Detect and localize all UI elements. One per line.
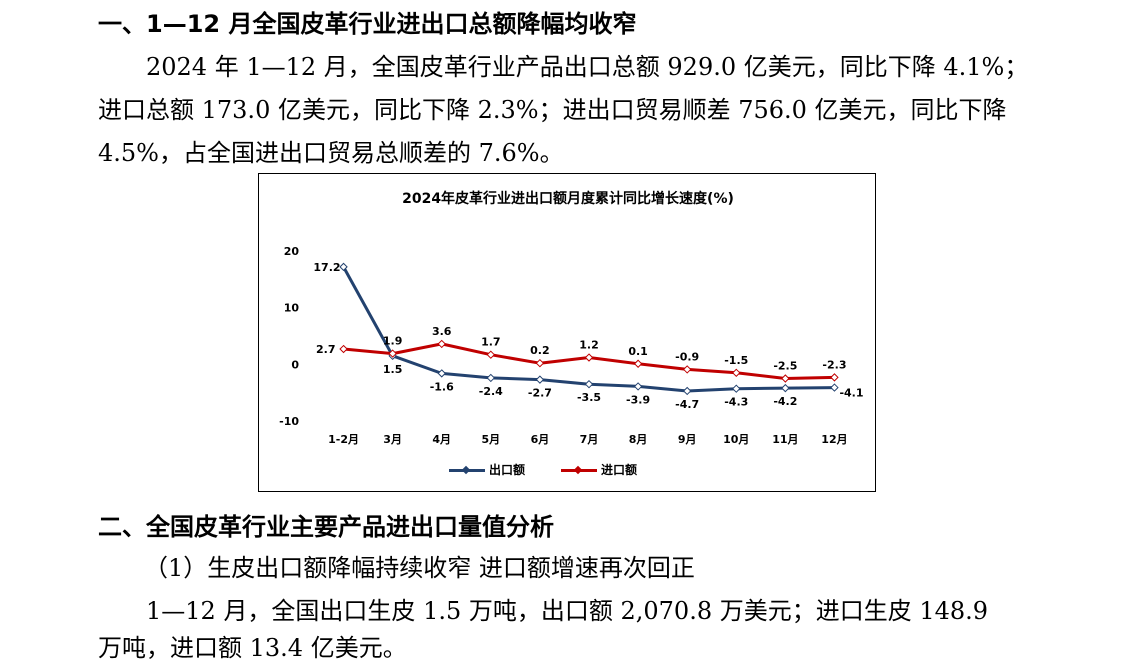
series-marker-1-4 xyxy=(535,358,545,368)
y-tick-label-0: 20 xyxy=(284,245,300,258)
data-label-import-8: -1.5 xyxy=(724,354,748,367)
y-tick-label-2: 0 xyxy=(291,358,299,371)
x-tick-label-4: 6月 xyxy=(531,433,550,446)
chart-title: 2024年皮革行业进出口额月度累计同比增长速度(%) xyxy=(402,191,734,207)
section1-paragraph-line-3: 4.5%，占全国进出口贸易总顺差的 7.6%。 xyxy=(98,139,564,167)
x-tick-label-6: 8月 xyxy=(629,433,648,446)
series-line-0 xyxy=(342,266,835,393)
x-tick-label-1: 3月 xyxy=(383,433,402,446)
legend-item-export: 出口额 xyxy=(449,461,525,478)
data-label-import-10: -2.3 xyxy=(822,358,846,371)
data-label-export-4: -2.7 xyxy=(528,387,552,400)
data-label-export-8: -4.3 xyxy=(724,396,748,409)
x-tick-label-2: 4月 xyxy=(432,433,451,446)
data-label-import-1: 1.9 xyxy=(383,335,403,348)
section2-paragraph-line-2: 万吨，进口额 13.4 亿美元。 xyxy=(98,634,407,662)
data-label-import-5: 1.2 xyxy=(579,339,599,352)
x-tick-label-7: 9月 xyxy=(678,433,697,446)
x-tick-label-9: 11月 xyxy=(772,433,798,446)
series-marker-1-2 xyxy=(437,339,446,349)
data-label-import-2: 3.6 xyxy=(432,325,452,338)
series-marker-1-10 xyxy=(830,373,839,382)
series-marker-1-8 xyxy=(732,368,741,378)
series-marker-0-3 xyxy=(486,373,496,383)
series-marker-0-2 xyxy=(437,369,446,378)
series-marker-1-5 xyxy=(584,353,594,362)
data-label-export-1: 1.5 xyxy=(383,363,403,376)
x-tick-label-8: 10月 xyxy=(723,433,749,446)
chart-container: 2024年皮革行业进出口额月度累计同比增长速度(%) 20 10 0 -10 1-2月 3… xyxy=(258,173,876,492)
legend-label-export: 出口额 xyxy=(489,463,526,477)
x-tick-label-3: 5月 xyxy=(481,433,500,446)
x-tick-label-5: 7月 xyxy=(580,433,599,446)
data-label-import-7: -0.9 xyxy=(675,350,699,363)
data-label-export-10: -4.1 xyxy=(839,387,863,400)
section1-heading: 一、1—12 月全国皮革行业进出口总额降幅均收窄 xyxy=(98,10,637,38)
data-label-export-2: -1.6 xyxy=(430,380,454,393)
chart-legend: 出口额 进口额 xyxy=(449,461,637,478)
series-marker-1-1 xyxy=(388,349,397,358)
data-label-export-9: -4.2 xyxy=(773,395,797,408)
chart-svg: 20 10 0 -10 1-2月 3月 4月 5月 6月 7月 8月 9月 10月 11月 12月 17.2 1… xyxy=(279,245,863,446)
legend-item-import: 进口额 xyxy=(561,461,637,478)
data-label-import-6: 0.1 xyxy=(628,345,648,358)
section2-paragraph-line-1: 1—12 月，全国出口生皮 1.5 万吨，出口额 2,070.8 万美元；进口生… xyxy=(146,597,989,625)
series-marker-0-4 xyxy=(535,375,545,384)
series-marker-0-0 xyxy=(339,262,348,272)
y-tick-label-1: 10 xyxy=(284,302,300,315)
data-label-import-9: -2.5 xyxy=(773,360,797,373)
series-marker-1-9 xyxy=(781,374,790,383)
series-marker-0-6 xyxy=(633,382,643,391)
legend-swatch-export xyxy=(449,464,485,476)
series-marker-1-6 xyxy=(633,359,643,368)
section1-paragraph-line-1: 2024 年 1—12 月，全国皮革行业产品出口总额 929.0 亿美元，同比下… xyxy=(146,53,1029,81)
data-label-export-0: 17.2 xyxy=(313,261,340,274)
series-marker-0-7 xyxy=(682,386,692,396)
section2-heading: 二、全国皮革行业主要产品进出口量值分析 xyxy=(98,513,554,541)
series-marker-1-7 xyxy=(682,365,692,374)
data-label-export-6: -3.9 xyxy=(626,393,650,406)
data-label-export-5: -3.5 xyxy=(577,391,601,404)
data-label-import-4: 0.2 xyxy=(530,344,550,357)
x-tick-label-10: 12月 xyxy=(821,433,847,446)
series-marker-1-3 xyxy=(486,350,496,359)
series-marker-1-0 xyxy=(339,344,348,354)
y-tick-label-3: -10 xyxy=(279,415,299,428)
data-label-import-3: 1.7 xyxy=(481,336,501,349)
series-marker-0-10 xyxy=(830,383,839,392)
section1-paragraph-line-2: 进口总额 173.0 亿美元，同比下降 2.3%；进出口贸易顺差 756.0 亿… xyxy=(98,96,1007,124)
series-marker-0-8 xyxy=(732,384,741,393)
legend-label-import: 进口额 xyxy=(601,463,638,477)
x-tick-label-0: 1-2月 xyxy=(328,433,359,446)
series-marker-0-9 xyxy=(781,383,790,393)
data-label-export-3: -2.4 xyxy=(479,385,503,398)
legend-swatch-import xyxy=(561,464,598,476)
section2-subheading: （1）生皮出口额降幅持续收窄 进口额增速再次回正 xyxy=(144,554,695,582)
series-marker-0-5 xyxy=(584,379,594,389)
data-label-export-7: -4.7 xyxy=(675,398,699,411)
data-label-import-0: 2.7 xyxy=(316,343,336,356)
